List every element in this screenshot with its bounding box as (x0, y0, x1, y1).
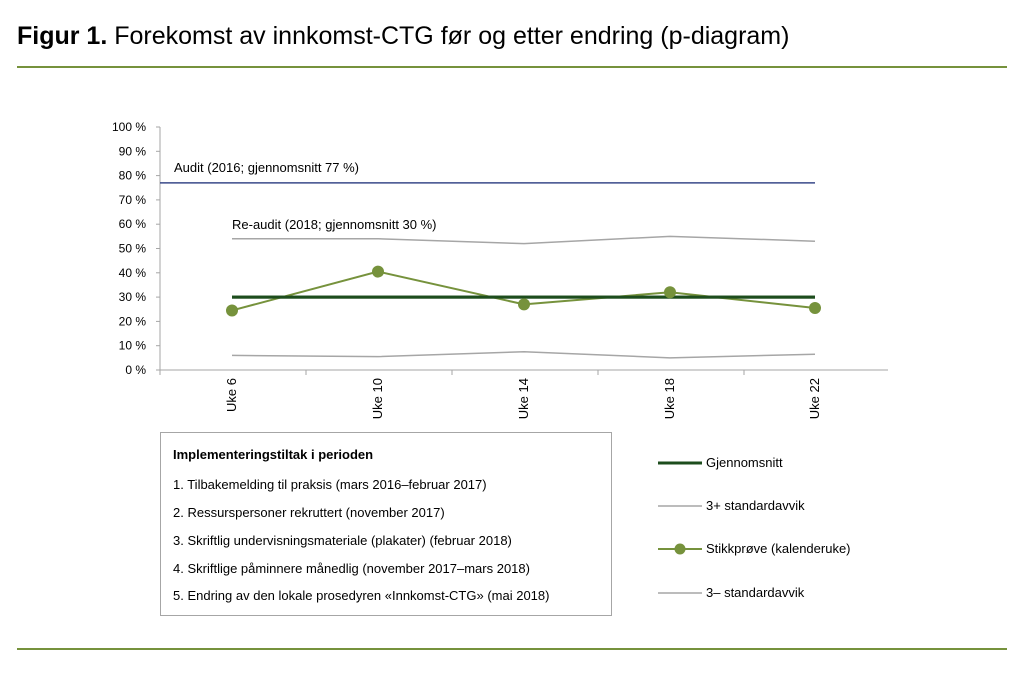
legend-label: Gjennomsnitt (706, 455, 783, 470)
implementation-item: 5. Endring av den lokale prosedyren «Inn… (173, 588, 550, 603)
x-tick-label: Uke 6 (224, 378, 239, 412)
y-tick-label: 20 % (119, 314, 147, 328)
y-tick-label: 10 % (119, 339, 147, 353)
sample-point (518, 298, 530, 311)
legend-swatch-lower-limit (658, 592, 702, 594)
legend-item-lower-limit: 3– standardavvik (658, 583, 918, 603)
x-tick-label: Uke 10 (370, 378, 385, 419)
implementation-box: Implementeringstiltak i perioden 1. Tilb… (160, 432, 612, 616)
lower-limit-line (231, 351, 816, 359)
y-tick-label: 50 % (119, 242, 147, 256)
legend-swatch-mean (658, 461, 702, 465)
x-tick-label: Uke 14 (516, 378, 531, 419)
legend-swatch-sample (658, 543, 702, 555)
x-tick-label: Uke 22 (807, 378, 822, 419)
y-tick-label: 100 % (112, 120, 146, 134)
legend-label: 3+ standardavvik (706, 498, 805, 513)
implementation-heading: Implementeringstiltak i perioden (173, 447, 374, 462)
figure-title: Figur 1. Forekomst av innkomst-CTG før o… (17, 22, 789, 51)
p-chart: 0 % 10 % 20 % 30 % 40 % 50 % 60 % 70 % 80 % 90 % 1… (112, 120, 888, 419)
legend-item-sample: Stikkprøve (kalenderuke) (658, 539, 918, 559)
implementation-item: 3. Skriftlig undervisningsmateriale (pla… (173, 533, 512, 548)
legend-swatch-upper-limit (658, 505, 702, 507)
legend-item-upper-limit: 3+ standardavvik (658, 496, 918, 516)
annotation-re-audit: Re-audit (2018; gjennomsnitt 30 %) (232, 217, 437, 232)
y-tick-label: 90 % (119, 144, 147, 158)
sample-point (664, 286, 676, 299)
bottom-rule (17, 648, 1007, 650)
annotation-audit: Audit (2016; gjennomsnitt 77 %) (174, 160, 359, 175)
sample-point (809, 302, 821, 315)
sample-point (226, 304, 238, 317)
sample-point (372, 265, 384, 278)
legend-label: 3– standardavvik (706, 585, 805, 600)
figure-title-text: Forekomst av innkomst-CTG før og etter e… (114, 22, 790, 50)
implementation-item: 1. Tilbakemelding til praksis (mars 2016… (173, 477, 487, 492)
y-tick-label: 40 % (119, 266, 147, 280)
upper-limit-line (232, 235, 816, 245)
implementation-item: 4. Skriftlige påminnere månedlig (novemb… (173, 561, 530, 576)
legend-item-mean: Gjennomsnitt (658, 453, 918, 473)
y-tick-label: 70 % (119, 193, 147, 207)
y-tick-label: 80 % (119, 169, 147, 183)
x-tick-label: Uke 18 (662, 378, 677, 419)
top-rule (17, 66, 1007, 68)
legend-label: Stikkprøve (kalenderuke) (706, 541, 851, 556)
figure-label: Figur 1. (17, 22, 108, 50)
y-tick-label: 0 % (125, 363, 146, 377)
y-tick-label: 60 % (119, 217, 147, 231)
implementation-item: 2. Ressurspersoner rekruttert (november … (173, 505, 445, 520)
y-tick-label: 30 % (119, 290, 147, 304)
